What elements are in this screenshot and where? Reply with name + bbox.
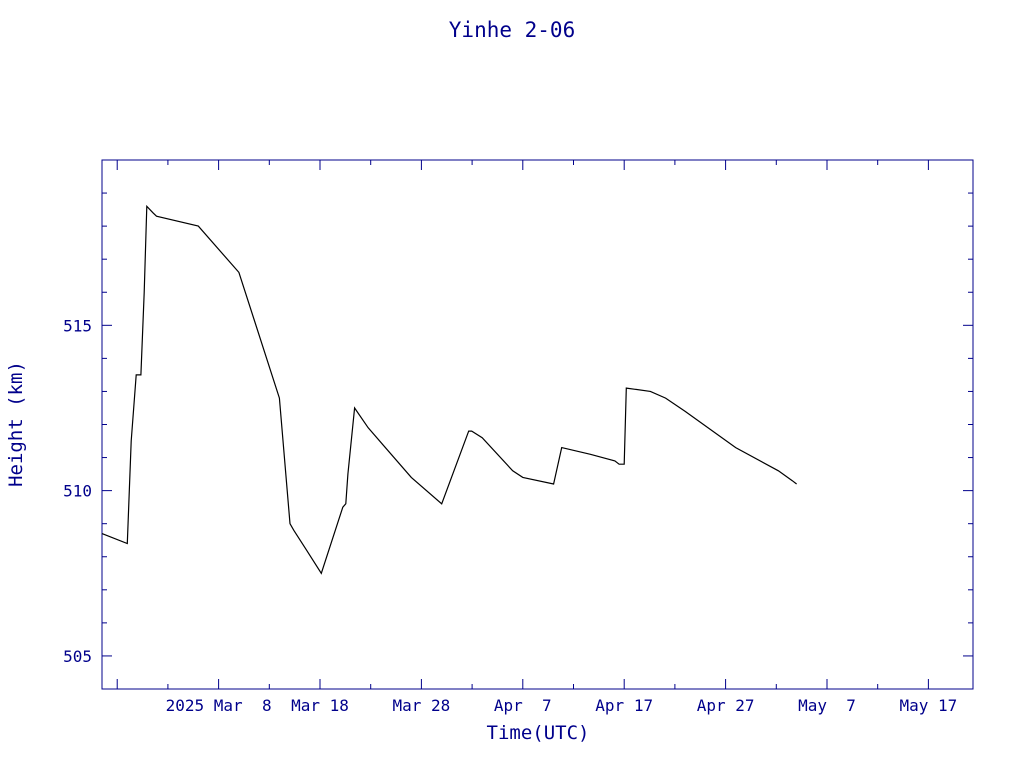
x-tick-labels: 2025 Mar 8 Mar 18 Mar 28 Apr 7 Apr 17 Apr 27 M… [166,696,958,715]
axis-ticks [102,159,973,690]
y-tick-label: 510 [63,482,92,501]
x-axis-label: Time(UTC) [487,722,590,744]
y-tick-label: 515 [63,316,92,335]
x-tick-label: Apr 17 [595,696,653,715]
y-axis-label: Height (km) [5,361,27,487]
plot-frame [101,159,974,690]
x-tick-label: Mar 28 [393,696,451,715]
x-tick-label: May 17 [899,696,957,715]
series-layer [101,204,797,575]
chart-title: Yinhe 2-06 [449,18,575,42]
x-tick-label: Mar 18 [291,696,349,715]
y-tick-labels: 505 510 515 [63,316,92,666]
x-tick-label: Apr 7 [494,696,552,715]
x-tick-label: May 7 [798,696,856,715]
y-tick-label: 505 [63,647,92,666]
height-series-line [101,204,797,575]
x-tick-label: Apr 27 [697,696,755,715]
x-tick-label: 2025 Mar 8 [166,696,272,715]
